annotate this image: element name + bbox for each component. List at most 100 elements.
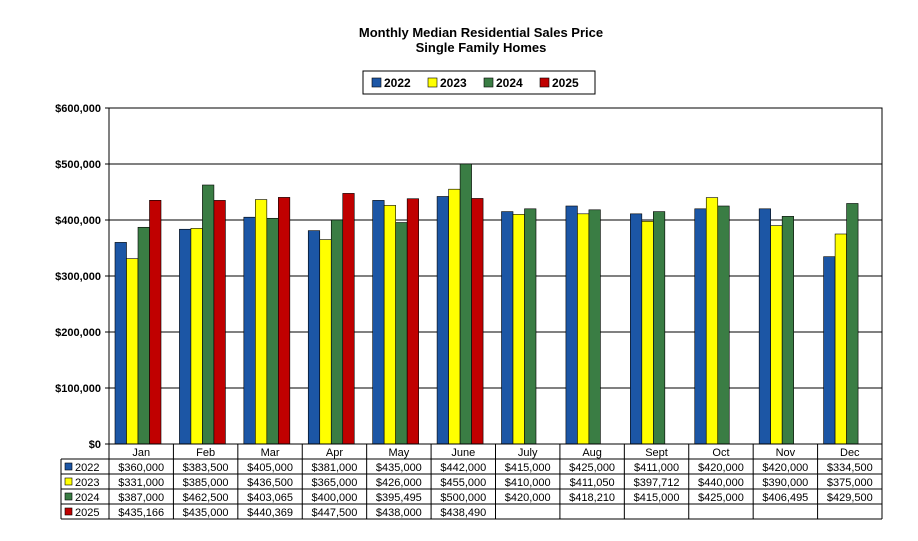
data-label-2022-dec: $334,500 [827,462,873,474]
data-label-2025-apr: $447,500 [312,507,358,519]
y-tick-label: $0 [89,439,101,451]
gridlines [109,163,882,389]
legend-swatch-2022 [371,77,382,88]
bar-2022-apr [307,230,321,445]
bar-2025-mar [278,197,291,445]
chart-subtitle: Single Family Homes [416,40,547,55]
data-label-2025-june: $438,490 [440,507,486,519]
bar-2023-dec [834,233,847,445]
data-label-2024-nov: $406,495 [762,492,808,504]
chart-title: Monthly Median Residential Sales Price [359,25,603,40]
data-label-2025-may: $438,000 [376,507,422,519]
data-label-2023-oct: $440,000 [698,477,744,489]
bar-2023-oct [705,197,719,445]
data-label-2022-june: $442,000 [440,462,486,474]
data-label-2024-may: $395,495 [376,492,422,504]
bar-2024-feb [202,184,215,445]
bar-2024-sept [653,211,666,445]
legend-box [362,70,596,95]
table-swatch-2024 [64,492,73,501]
legend-label-2025: 2025 [552,76,579,90]
data-label-2022-feb: $383,500 [183,462,229,474]
bar-2022-nov [758,208,771,445]
category-label-july: July [518,447,538,459]
category-label-feb: Feb [196,447,215,459]
data-label-2023-may: $426,000 [376,477,422,489]
y-tick-label: $400,000 [55,215,101,227]
table-swatch-2022 [64,462,73,471]
legend-swatch-2025 [539,77,550,88]
data-label-2023-nov: $390,000 [762,477,808,489]
table-swatch-2023 [64,477,73,486]
bar-2023-sept [641,220,654,445]
data-label-2023-sept: $397,712 [634,477,680,489]
data-label-2022-apr: $381,000 [312,462,358,474]
bar-2025-apr [342,193,355,445]
y-tick-label: $200,000 [55,327,101,339]
data-label-2022-nov: $420,000 [762,462,808,474]
category-label-jan: Jan [132,447,150,459]
bar-2022-feb [179,228,192,445]
table-row-label-2025: 2025 [75,507,99,519]
legend-swatch-2024 [483,77,494,88]
category-label-apr: Apr [326,447,343,459]
data-label-2024-july: $420,000 [505,492,551,504]
bar-2022-aug [565,205,578,445]
bar-2025-may [406,198,419,445]
data-label-2024-dec: $429,500 [827,492,873,504]
data-label-2024-jan: $387,000 [118,492,164,504]
legend-label-2024: 2024 [496,76,523,90]
category-label-sept: Sept [645,447,668,459]
bar-2023-feb [190,228,203,445]
data-label-2024-aug: $418,210 [569,492,615,504]
bar-2024-aug [588,209,601,445]
table-row-label-2024: 2024 [75,492,99,504]
data-label-2022-jan: $360,000 [118,462,164,474]
bar-2024-mar [266,217,279,445]
data-table: Jan Feb Mar Apr May June July Aug Sept Oct Nov Dec 2… [60,443,883,520]
data-label-2025-feb: $435,000 [183,507,229,519]
bar-2023-june [448,188,461,445]
data-label-2024-oct: $425,000 [698,492,744,504]
bar-2022-dec [823,256,836,445]
bar-2023-aug [577,213,590,445]
bar-2025-june [471,198,484,445]
legend-label-2023: 2023 [440,76,467,90]
data-label-2025-jan: $435,166 [118,507,164,519]
data-label-2024-feb: $462,500 [183,492,229,504]
bar-2024-jan [137,226,150,445]
bar-2023-mar [255,199,268,445]
data-label-2022-mar: $405,000 [247,462,293,474]
data-label-2023-apr: $365,000 [312,477,358,489]
bars [114,163,859,445]
legend-swatch-2023 [427,77,438,88]
data-label-2025-mar: $440,369 [247,507,293,519]
data-label-2024-sept: $415,000 [634,492,680,504]
y-tick-label: $500,000 [55,159,101,171]
data-label-2023-mar: $436,500 [247,477,293,489]
data-label-2023-dec: $375,000 [827,477,873,489]
data-label-2023-june: $455,000 [440,477,486,489]
data-label-2023-jan: $331,000 [118,477,164,489]
bar-2022-may [372,200,385,445]
y-tick-label: $100,000 [55,383,101,395]
data-label-2023-july: $410,000 [505,477,551,489]
bar-2022-sept [630,213,643,445]
data-label-2023-aug: $411,050 [570,477,615,489]
category-label-mar: Mar [261,447,280,459]
category-label-may: May [388,447,409,459]
bar-2025-jan [149,200,162,445]
data-label-2024-mar: $403,065 [247,492,293,504]
legend: 2022 2023 2024 2025 [362,70,596,95]
bar-2023-july [512,214,525,445]
data-label-2022-sept: $411,000 [634,462,679,474]
table-row-label-2023: 2023 [75,477,99,489]
data-label-2022-aug: $425,000 [569,462,615,474]
bar-2022-july [501,211,514,445]
table-row-label-2022: 2022 [75,462,99,474]
data-label-2023-feb: $385,000 [183,477,229,489]
bar-2022-oct [694,208,707,445]
bar-2024-nov [781,216,794,445]
category-label-nov: Nov [776,447,796,459]
